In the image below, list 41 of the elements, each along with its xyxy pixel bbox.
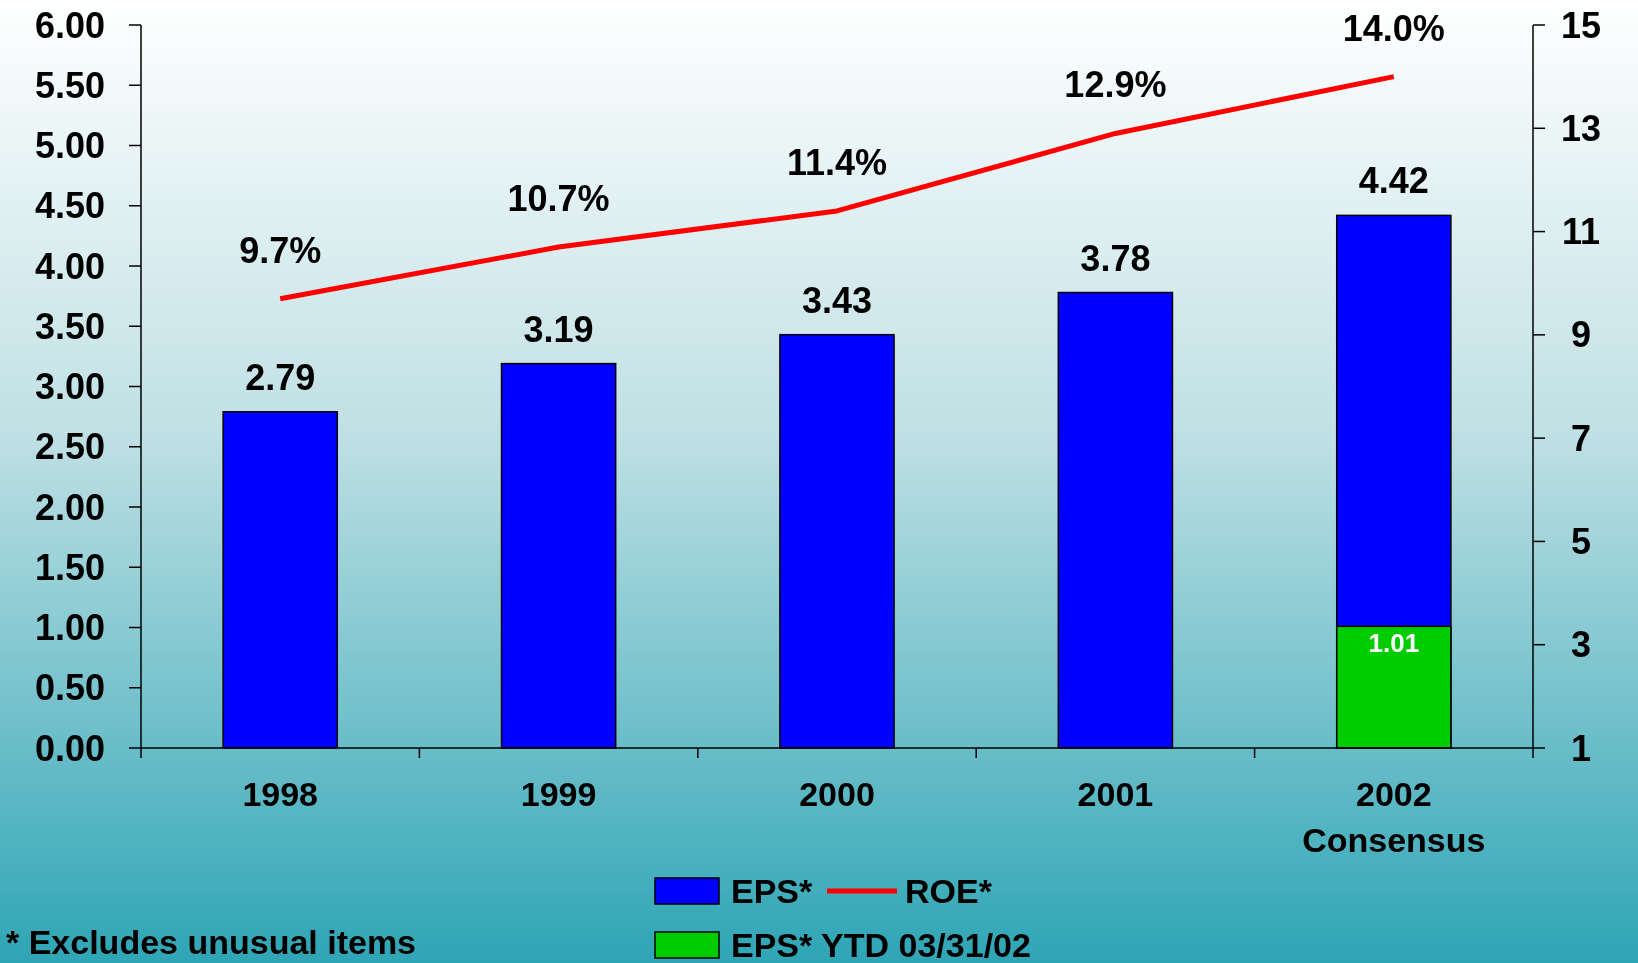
y2-tick-label: 7 — [1570, 417, 1592, 459]
y2-tick-label: 13 — [1560, 107, 1602, 149]
y-tick-label: 2.50 — [34, 426, 105, 468]
x-tick-label: 2002 Consensus — [1302, 775, 1486, 859]
data-label: 3.19 — [523, 308, 594, 350]
data-label: 3.78 — [1080, 237, 1151, 279]
y2-tick-label: 11 — [1561, 211, 1601, 253]
data-label: 12.9% — [1064, 64, 1167, 106]
data-label: 4.42 — [1358, 160, 1429, 202]
x-tick-label: 1999 — [520, 775, 597, 813]
y-tick-label: 5.00 — [34, 125, 105, 167]
data-label: 10.7% — [507, 178, 610, 220]
data-label: 11.4% — [786, 141, 888, 183]
y-tick-label: 0.50 — [34, 667, 105, 709]
y-tick-label: 3.00 — [34, 366, 105, 408]
data-label: 3.43 — [801, 279, 873, 321]
y-tick-label: 4.00 — [34, 245, 105, 287]
y2-tick-label: 9 — [1570, 314, 1592, 356]
y-tick-label: 2.00 — [34, 486, 105, 528]
y2-tick-label: 3 — [1570, 624, 1592, 666]
x-tick-label: 1998 — [242, 775, 319, 813]
y2-tick-label: 15 — [1560, 4, 1602, 46]
y2-tick-label: 1 — [1570, 727, 1592, 769]
data-label: 2.79 — [245, 356, 316, 398]
y-tick-label: 4.50 — [34, 185, 105, 227]
y-tick-label: 0.00 — [34, 727, 105, 769]
y2-tick-label: 5 — [1570, 521, 1592, 563]
legend-label: EPS* YTD 03/31/02 — [731, 925, 1031, 963]
x-tick-label: 2000 — [799, 775, 875, 813]
y-tick-label: 3.50 — [34, 305, 105, 347]
text: * Excludes unusual items — [6, 922, 417, 961]
x-tick-label: 2001 — [1077, 775, 1154, 813]
legend-label: EPS* — [731, 871, 814, 910]
data-label: 14.0% — [1342, 7, 1445, 49]
y-tick-label: 6.00 — [34, 4, 105, 46]
y-tick-label: 1.50 — [34, 546, 105, 588]
y-tick-label: 1.00 — [34, 607, 105, 649]
data-label: 9.7% — [239, 229, 322, 271]
y-tick-label: 5.50 — [34, 64, 105, 106]
data-label: 1.01 — [1368, 628, 1420, 659]
legend-label: ROE* — [905, 871, 993, 910]
